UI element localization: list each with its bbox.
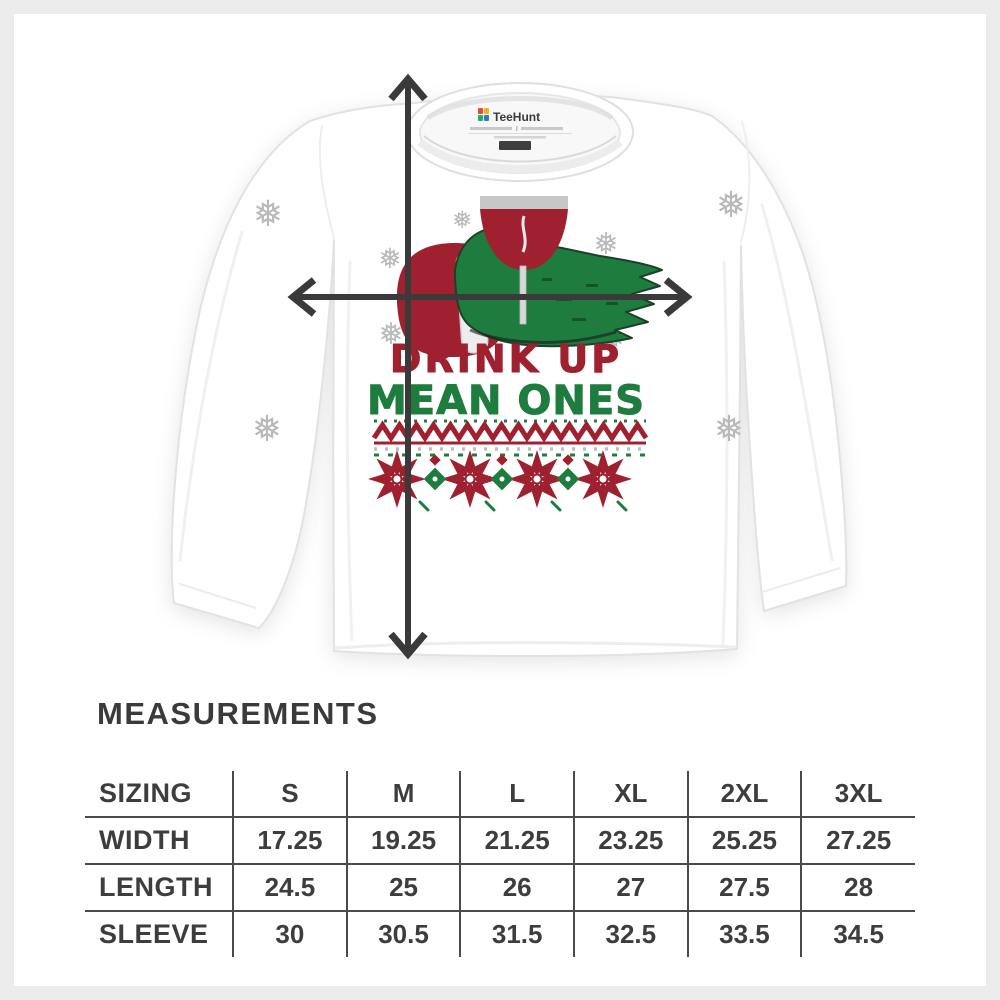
value-cell: 30.5 xyxy=(345,911,461,957)
value-cell: 31.5 xyxy=(459,911,574,957)
knit-border xyxy=(371,419,649,457)
snowflake-icon: ❅ xyxy=(378,242,401,275)
value-cell: 17.25 xyxy=(232,817,347,864)
snowflake-icon: ❅ xyxy=(378,317,403,352)
value-cell: 27.25 xyxy=(800,817,915,864)
value-cell: 34.5 xyxy=(800,911,915,957)
table-header-sizing: SIZING xyxy=(99,778,193,808)
table-header-s: S xyxy=(232,771,347,817)
snowflake-icon: ❅ xyxy=(716,185,746,226)
table-row-sleeve: SLEEVE 30 30.5 31.5 32.5 33.5 34.5 xyxy=(85,911,915,957)
table-header-row: SIZING S M L XL 2XL 3XL xyxy=(85,771,915,817)
value-cell: 33.5 xyxy=(686,911,802,957)
snowflake-icon: ❅ xyxy=(452,206,472,234)
length-arrow xyxy=(388,73,428,660)
width-arrow xyxy=(287,277,693,317)
row-label: SLEEVE xyxy=(99,919,209,949)
table-header-2xl: 2XL xyxy=(686,771,802,817)
value-cell: 30 xyxy=(232,911,347,957)
neck-label: TeeHunt xyxy=(468,108,572,150)
snowflake-icon: ❅ xyxy=(253,194,283,235)
value-cell: 27 xyxy=(572,864,688,911)
brand-name: TeeHunt xyxy=(493,110,540,124)
design-line1: DRINK UP xyxy=(390,337,622,381)
measurement-arrows xyxy=(287,73,693,660)
row-label: LENGTH xyxy=(99,872,213,902)
poinsettia-icon xyxy=(573,449,633,509)
value-cell: 32.5 xyxy=(572,911,688,957)
value-cell: 25 xyxy=(345,864,461,911)
table-row-length: LENGTH 24.5 25 26 27 27.5 28 xyxy=(85,864,915,911)
brand-logo-icon xyxy=(478,108,489,121)
shirt-body xyxy=(170,94,848,657)
value-cell: 21.25 xyxy=(459,817,574,864)
poinsettia-icon xyxy=(367,449,427,509)
snowflake-icon: ❅ xyxy=(252,409,282,450)
value-cell: 25.25 xyxy=(686,817,802,864)
measurements-title: MEASUREMENTS xyxy=(97,696,379,731)
value-cell: 19.25 xyxy=(345,817,461,864)
value-cell: 26 xyxy=(459,864,574,911)
sizing-table: SIZING S M L XL 2XL 3XL WIDTH 17.25 19.2… xyxy=(85,771,915,957)
value-cell: 28 xyxy=(800,864,915,911)
poinsettia-icon xyxy=(440,449,500,509)
table-header-3xl: 3XL xyxy=(800,771,915,817)
table-row-width: WIDTH 17.25 19.25 21.25 23.25 25.25 27.2… xyxy=(85,817,915,864)
value-cell: 24.5 xyxy=(232,864,347,911)
snowflake-icon: ❅ xyxy=(714,409,744,450)
sweater-design: ❅ ❅ ❅ ❅ ❅ ❅ ❅ ❅ ❅ xyxy=(252,185,746,512)
table-header-xl: XL xyxy=(572,771,688,817)
label-care-text-bars xyxy=(468,126,572,139)
fabric-creases xyxy=(178,121,841,650)
row-label: WIDTH xyxy=(99,825,190,855)
design-line2: MEAN ONES xyxy=(367,378,645,424)
poinsettia-row xyxy=(367,449,633,512)
value-cell: 27.5 xyxy=(686,864,802,911)
size-sticker xyxy=(499,141,531,150)
hand-underline xyxy=(469,328,617,344)
collar xyxy=(406,82,634,182)
shirt-illustration: TeeHunt ❅ ❅ ❅ ❅ ❅ ❅ ❅ ❅ ❅ xyxy=(170,73,848,660)
value-cell: 23.25 xyxy=(572,817,688,864)
table-header-l: L xyxy=(459,771,574,817)
table-header-m: M xyxy=(345,771,461,817)
